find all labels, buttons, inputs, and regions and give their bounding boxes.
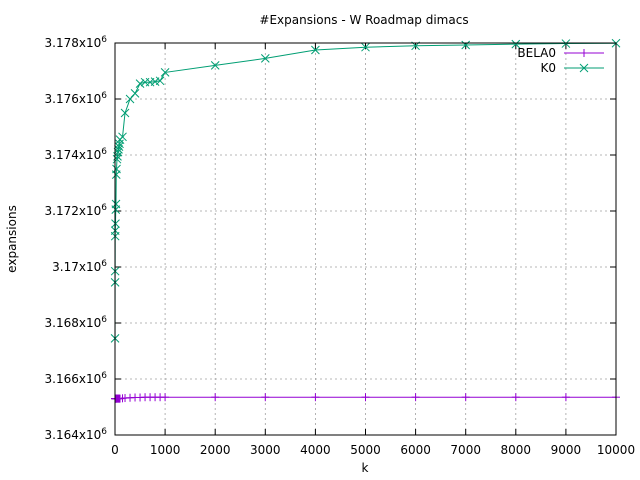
data-point bbox=[361, 42, 370, 52]
y-tick-label: 3.178x106 bbox=[45, 35, 108, 50]
data-point bbox=[111, 199, 121, 209]
data-point bbox=[461, 40, 471, 50]
data-point bbox=[130, 89, 140, 98]
y-tick-exponent: 6 bbox=[101, 371, 107, 381]
x-tick-label: 6000 bbox=[400, 443, 431, 457]
y-tick-exponent: 6 bbox=[101, 91, 107, 101]
y-tick-mantissa: 3.178x10 bbox=[45, 36, 102, 50]
y-tick-label: 3.164x106 bbox=[45, 427, 108, 442]
x-tick-label: 10000 bbox=[597, 443, 635, 457]
y-tick-mantissa: 3.164x10 bbox=[45, 428, 102, 442]
x-tick-label: 3000 bbox=[250, 443, 281, 457]
data-point bbox=[112, 164, 121, 174]
data-point bbox=[260, 54, 270, 63]
y-tick-mantissa: 3.168x10 bbox=[45, 316, 102, 330]
y-tick-exponent: 6 bbox=[101, 203, 107, 213]
data-point bbox=[135, 79, 145, 88]
data-point bbox=[261, 393, 270, 402]
y-tick-label: 3.17x106 bbox=[52, 259, 107, 274]
y-tick-exponent: 6 bbox=[101, 259, 107, 269]
x-tick-label: 4000 bbox=[300, 443, 331, 457]
data-point bbox=[210, 61, 220, 70]
data-point bbox=[111, 219, 120, 228]
y-tick-mantissa: 3.174x10 bbox=[45, 148, 102, 162]
x-tick-label: 9000 bbox=[551, 443, 582, 457]
series-line bbox=[114, 42, 617, 339]
y-tick-exponent: 6 bbox=[101, 427, 107, 437]
y-tick-label: 3.174x106 bbox=[45, 147, 108, 162]
y-tick-mantissa: 3.172x10 bbox=[45, 204, 102, 218]
legend-label: K0 bbox=[540, 61, 556, 75]
y-tick-labels: 3.164x1063.166x1063.168x1063.17x1063.172… bbox=[45, 35, 108, 442]
y-tick-label: 3.176x106 bbox=[45, 91, 108, 106]
y-tick-label: 3.166x106 bbox=[45, 371, 108, 386]
data-point bbox=[311, 393, 320, 402]
grid-lines bbox=[114, 42, 617, 436]
data-point bbox=[160, 68, 170, 77]
y-tick-exponent: 6 bbox=[101, 147, 107, 157]
data-point bbox=[112, 154, 122, 164]
data-point bbox=[461, 393, 470, 402]
data-point bbox=[118, 132, 127, 142]
y-tick-label: 3.172x106 bbox=[45, 203, 108, 218]
x-tick-label: 2000 bbox=[200, 443, 231, 457]
y-axis-label: expansions bbox=[5, 205, 19, 273]
x-tick-label: 0 bbox=[111, 443, 119, 457]
x-tick-label: 8000 bbox=[501, 443, 532, 457]
legend-item: BELA0 bbox=[517, 46, 604, 60]
data-point bbox=[114, 142, 124, 151]
data-point bbox=[361, 393, 370, 402]
y-tick-mantissa: 3.176x10 bbox=[45, 92, 102, 106]
data-point bbox=[511, 39, 521, 49]
y-tick-exponent: 6 bbox=[101, 315, 107, 325]
data-point bbox=[155, 76, 165, 86]
y-tick-mantissa: 3.17x10 bbox=[52, 260, 101, 274]
y-tick-exponent: 6 bbox=[101, 35, 107, 45]
chart-title: #Expansions - W Roadmap dimacs bbox=[259, 13, 468, 27]
plot-border bbox=[114, 42, 617, 436]
data-point bbox=[411, 393, 420, 402]
data-point bbox=[511, 393, 520, 402]
data-point bbox=[561, 39, 571, 48]
x-tick-label: 5000 bbox=[350, 443, 381, 457]
y-tick-mantissa: 3.166x10 bbox=[45, 372, 102, 386]
data-point bbox=[311, 45, 320, 55]
data-point bbox=[120, 108, 130, 118]
data-point bbox=[561, 393, 570, 402]
legend-label: BELA0 bbox=[517, 46, 556, 60]
x-tick-label: 1000 bbox=[150, 443, 181, 457]
data-point bbox=[580, 49, 588, 57]
legend-item: K0 bbox=[540, 61, 604, 75]
x-tick-labels: 0 1000 2000 3000 4000 5000 6000 7000 8000 9000 100… bbox=[111, 443, 635, 457]
x-tick-label: 7000 bbox=[450, 443, 481, 457]
x-axis-label: k bbox=[362, 461, 369, 475]
data-point bbox=[114, 145, 123, 154]
data-point bbox=[579, 63, 589, 73]
data-point bbox=[161, 393, 170, 402]
data-point bbox=[211, 393, 220, 402]
y-tick-label: 3.168x106 bbox=[45, 315, 108, 330]
